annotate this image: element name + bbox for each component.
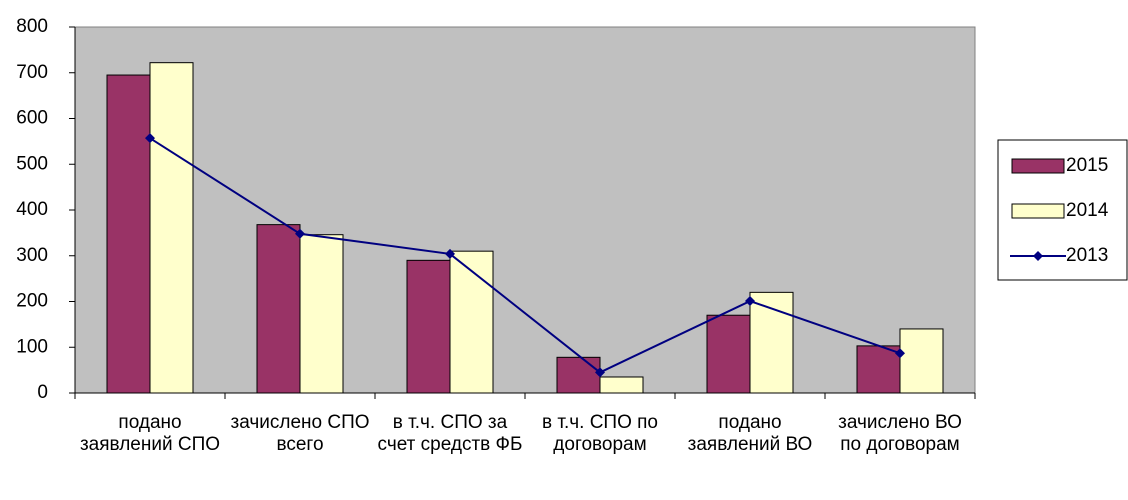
x-tick-label: зачислено ВО по договорам <box>838 412 962 455</box>
y-tick-label: 600 <box>16 108 48 129</box>
line <box>149 137 901 374</box>
legend-label: 2013 <box>1066 245 1108 266</box>
bar <box>899 328 944 394</box>
bar <box>256 224 301 394</box>
x-tick-label: в т.ч. СПО по договорам <box>542 412 658 455</box>
line-marker <box>145 133 155 144</box>
x-tick-label: подано заявлений ВО <box>687 412 813 455</box>
x-tick-label: в т.ч. СПО за счет средств ФБ <box>377 412 523 455</box>
line-marker <box>445 248 455 259</box>
bar <box>749 291 794 394</box>
legend-label: 2014 <box>1066 200 1109 221</box>
y-tick-label: 500 <box>16 153 48 174</box>
bar <box>856 345 901 394</box>
bar <box>406 259 451 394</box>
line-marker <box>295 228 305 239</box>
legend-marker <box>1033 251 1043 261</box>
x-tick-label: зачислено СПО всего <box>230 412 370 455</box>
plot-area <box>74 26 976 394</box>
legend-swatch <box>1011 203 1065 219</box>
y-tick-label: 100 <box>16 336 48 357</box>
y-tick-label: 300 <box>16 245 48 266</box>
y-tick-label: 200 <box>16 291 48 312</box>
legend-swatch <box>1011 158 1065 174</box>
bar <box>299 234 344 394</box>
legend-label: 2015 <box>1066 155 1108 176</box>
bar <box>449 250 494 394</box>
bar <box>706 314 751 394</box>
x-tick-label: подано заявлений СПО <box>79 412 221 455</box>
line-marker <box>745 296 755 307</box>
bar <box>106 74 151 394</box>
y-tick-label: 800 <box>16 16 48 37</box>
y-tick-label: 0 <box>37 382 48 403</box>
y-tick-label: 700 <box>16 62 48 83</box>
line-marker <box>895 348 905 359</box>
line-marker <box>595 367 605 378</box>
y-tick-label: 400 <box>16 199 48 220</box>
bar <box>556 356 601 394</box>
bar <box>149 62 194 394</box>
bar <box>599 376 644 394</box>
